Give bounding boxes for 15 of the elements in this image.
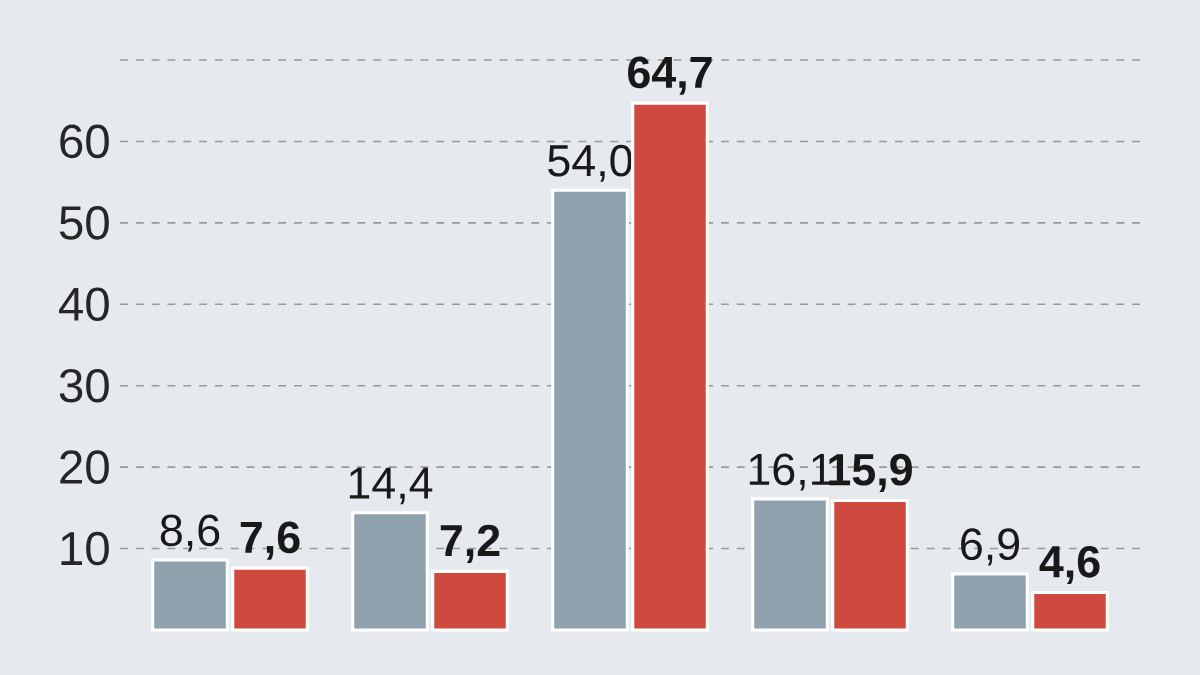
y-tick-label: 30 bbox=[59, 368, 109, 403]
y-tick-label: 20 bbox=[60, 450, 109, 484]
y-tick-label: 10 bbox=[61, 531, 109, 566]
data-label: 64,7 bbox=[628, 56, 712, 95]
y-tick-label: 40 bbox=[58, 287, 109, 322]
y-tick-label: 50 bbox=[59, 206, 109, 240]
data-label: 54,0 bbox=[548, 144, 632, 182]
data-label: 4,6 bbox=[1039, 545, 1100, 585]
data-label: 14,4 bbox=[349, 467, 433, 505]
data-label: 15,9 bbox=[829, 453, 912, 493]
y-tick-label: 60 bbox=[60, 124, 109, 159]
data-label: 8,6 bbox=[160, 514, 220, 552]
data-label: 7,6 bbox=[240, 521, 300, 560]
data-label: 7,2 bbox=[440, 524, 500, 563]
data-label: 6,9 bbox=[961, 528, 1020, 566]
